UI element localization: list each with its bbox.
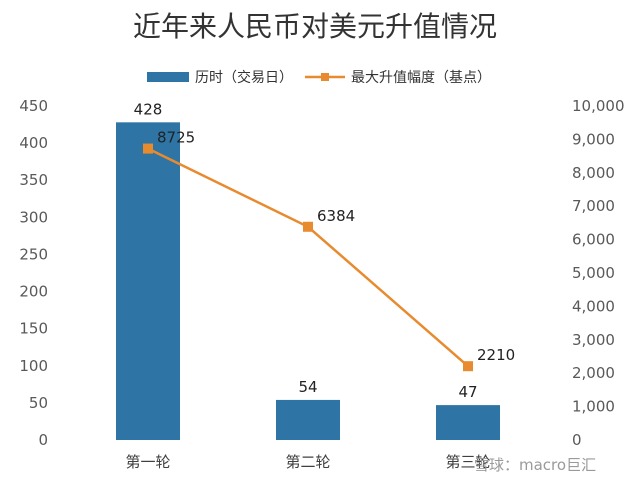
right-tick-label: 7,000: [572, 197, 615, 215]
bar-data-label: 54: [298, 378, 317, 396]
legend-swatch-marker: [321, 73, 329, 81]
left-axis: 0 50 100 150 200 250 300 350 400 450: [19, 97, 48, 449]
right-tick-label: 2,000: [572, 364, 615, 382]
line-point: [143, 143, 153, 154]
line-point: [463, 361, 473, 372]
line-data-label: 2210: [477, 346, 515, 364]
category-label: 第二轮: [285, 453, 330, 471]
right-tick-label: 3,000: [572, 331, 615, 349]
right-tick-label: 5,000: [572, 264, 615, 282]
left-tick-label: 100: [19, 357, 48, 375]
right-axis: 0 1,000 2,000 3,000 4,000 5,000 6,000 7,000 8,00…: [572, 97, 625, 449]
left-tick-label: 200: [19, 283, 48, 301]
line-data-label: 6384: [317, 207, 355, 225]
left-tick-label: 300: [19, 208, 48, 226]
right-tick-label: 6,000: [572, 231, 615, 249]
legend-swatch-bar: [147, 72, 189, 82]
left-tick-label: 350: [19, 171, 48, 189]
category-labels: 第一轮 第二轮 第三轮: [125, 453, 490, 471]
legend-label-bar: 历时（交易日）: [195, 69, 293, 86]
bar-data-label: 428: [134, 100, 163, 118]
legend: 历时（交易日） 最大升值幅度（基点）: [147, 69, 491, 86]
line-series: 8725 6384 2210: [143, 129, 515, 372]
right-tick-label: 4,000: [572, 297, 615, 315]
category-label: 第一轮: [125, 453, 170, 471]
right-tick-label: 10,000: [572, 97, 625, 115]
bar-data-label: 47: [458, 383, 477, 401]
line-point: [303, 221, 313, 232]
right-tick-label: 9,000: [572, 130, 615, 148]
left-tick-label: 150: [19, 320, 48, 338]
bar: [436, 405, 500, 440]
bar: [116, 122, 180, 440]
category-label: 第三轮: [445, 453, 490, 471]
legend-label-line: 最大升值幅度（基点）: [351, 69, 491, 86]
right-tick-label: 8,000: [572, 164, 615, 182]
series-line: [147, 147, 469, 368]
left-tick-label: 450: [19, 97, 48, 115]
watermark: 雪球：macro巨汇: [474, 456, 596, 474]
chart-title: 近年来人民币对美元升值情况: [133, 10, 497, 43]
left-tick-label: 0: [38, 431, 48, 449]
left-tick-label: 400: [19, 134, 48, 152]
bar: [276, 399, 340, 440]
right-tick-label: 1,000: [572, 398, 615, 416]
left-tick-label: 50: [29, 394, 48, 412]
line-data-label: 8725: [157, 129, 195, 147]
right-tick-label: 0: [572, 431, 582, 449]
bar-series: 428 54 47: [116, 100, 500, 440]
left-tick-label: 250: [19, 245, 48, 263]
